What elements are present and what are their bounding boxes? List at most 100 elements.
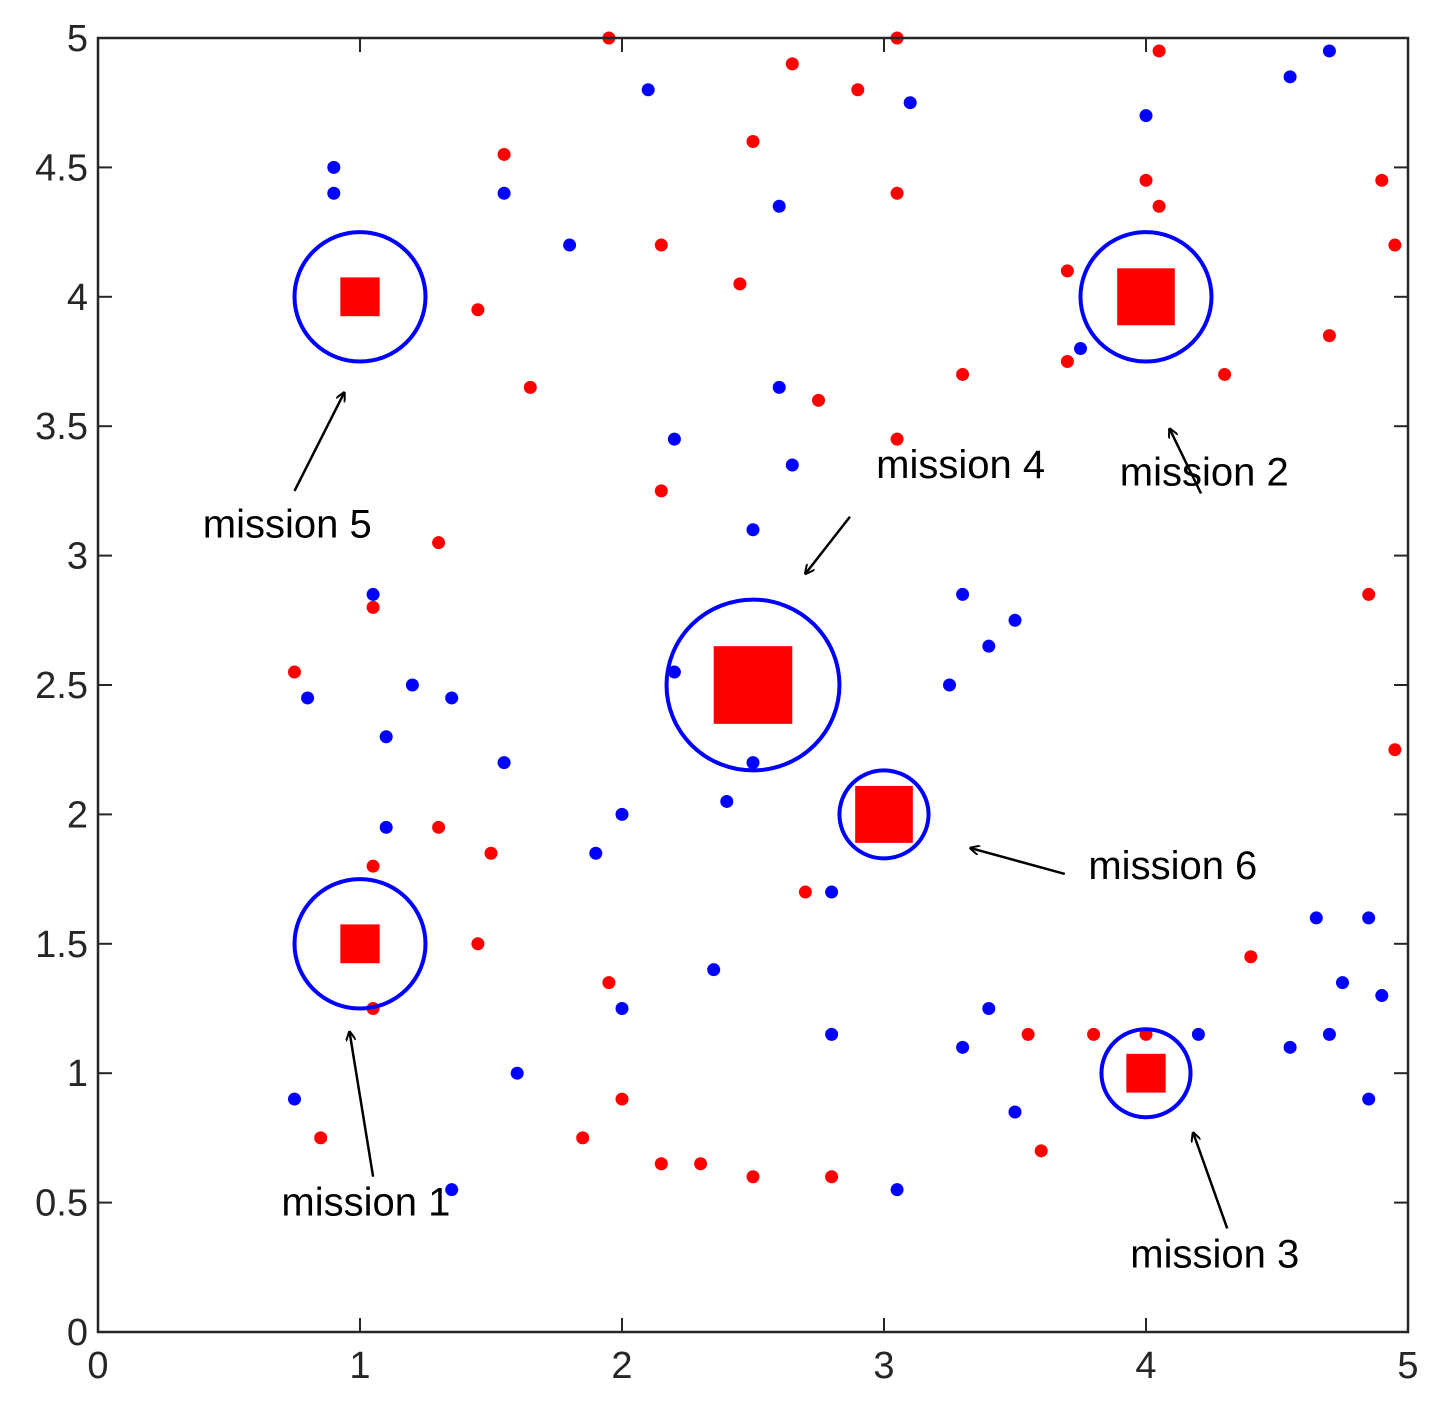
red-point-30 bbox=[484, 846, 498, 860]
blue-point-36 bbox=[1375, 989, 1389, 1003]
blue-point-18 bbox=[982, 639, 996, 653]
red-point-15 bbox=[471, 303, 485, 317]
red-point-34 bbox=[1244, 950, 1258, 964]
x-tick-label-3: 3 bbox=[873, 1345, 894, 1387]
blue-point-14 bbox=[746, 523, 760, 537]
red-point-18 bbox=[956, 367, 970, 381]
blue-point-21 bbox=[943, 678, 956, 692]
y-tick-label-6: 3 bbox=[67, 536, 88, 578]
blue-point-40 bbox=[1191, 1027, 1205, 1041]
points-layer bbox=[288, 31, 1402, 1197]
red-point-4 bbox=[851, 83, 865, 97]
blue-point-23 bbox=[445, 691, 459, 705]
red-point-24 bbox=[432, 536, 446, 550]
red-point-25 bbox=[1362, 587, 1376, 601]
mission-6-arrow bbox=[970, 848, 1066, 876]
blue-point-30 bbox=[589, 846, 603, 860]
blue-point-12 bbox=[667, 432, 681, 446]
blue-point-20 bbox=[405, 678, 419, 692]
blue-point-45 bbox=[288, 1092, 301, 1106]
blue-point-25 bbox=[497, 756, 511, 770]
red-point-28 bbox=[1388, 743, 1402, 757]
blue-point-29 bbox=[379, 820, 393, 834]
blue-point-3 bbox=[903, 96, 917, 110]
blue-point-22 bbox=[301, 691, 315, 705]
blue-point-38 bbox=[982, 1002, 996, 1015]
red-point-14 bbox=[733, 277, 747, 291]
blue-point-43 bbox=[1283, 1040, 1297, 1054]
blue-point-32 bbox=[1309, 911, 1323, 925]
red-point-41 bbox=[314, 1131, 328, 1145]
mission-2-square bbox=[1117, 268, 1175, 326]
mission-5-radius-circle bbox=[292, 230, 428, 364]
blue-point-27 bbox=[720, 794, 734, 808]
blue-point-15 bbox=[366, 587, 380, 601]
y-tick-label-9: 4.5 bbox=[35, 147, 88, 189]
mission-4-radius-circle bbox=[664, 597, 842, 773]
red-point-27 bbox=[288, 665, 301, 679]
blue-point-44 bbox=[510, 1066, 524, 1080]
blue-point-8 bbox=[772, 199, 786, 213]
red-point-3 bbox=[785, 57, 799, 71]
mission-2-label: mission 2 bbox=[1120, 451, 1289, 495]
blue-point-42 bbox=[956, 1040, 970, 1054]
mission-6-radius-circle bbox=[837, 768, 931, 861]
blue-point-9 bbox=[563, 238, 577, 252]
y-tick-label-0: 0 bbox=[67, 1312, 88, 1354]
blue-point-26 bbox=[746, 756, 760, 770]
red-point-40 bbox=[615, 1092, 629, 1106]
blue-point-17 bbox=[1008, 613, 1022, 627]
mission-4-label: mission 4 bbox=[876, 443, 1045, 487]
mission-3-label: mission 3 bbox=[1130, 1232, 1299, 1276]
x-tick-label-4: 4 bbox=[1135, 1345, 1156, 1387]
mission-3-arrow bbox=[1193, 1133, 1229, 1229]
mission-6-label: mission 6 bbox=[1088, 844, 1257, 888]
red-point-11 bbox=[654, 238, 668, 252]
y-tick-label-5: 2.5 bbox=[35, 665, 88, 707]
blue-point-16 bbox=[956, 587, 970, 601]
red-point-33 bbox=[471, 937, 485, 951]
blue-point-33 bbox=[1362, 911, 1376, 925]
mission-5-label: mission 5 bbox=[203, 502, 372, 546]
red-point-38 bbox=[1087, 1027, 1101, 1041]
x-tick-label-1: 1 bbox=[349, 1345, 370, 1387]
blue-point-41 bbox=[1322, 1027, 1336, 1041]
annotations-layer: mission 1 mission 2 mission 3 mission 4 miss… bbox=[203, 393, 1299, 1276]
blue-point-37 bbox=[615, 1002, 629, 1015]
red-point-21 bbox=[812, 393, 825, 407]
blue-point-5 bbox=[327, 160, 341, 174]
red-point-9 bbox=[1152, 199, 1166, 213]
blue-point-28 bbox=[615, 807, 629, 821]
red-point-17 bbox=[1060, 355, 1074, 368]
blue-point-39 bbox=[825, 1027, 839, 1041]
blue-point-19 bbox=[667, 665, 681, 679]
red-point-7 bbox=[1139, 173, 1153, 187]
red-point-12 bbox=[1388, 238, 1402, 252]
blue-point-11 bbox=[772, 380, 786, 394]
blue-point-4 bbox=[1139, 109, 1153, 123]
y-tick-label-4: 2 bbox=[67, 794, 88, 836]
y-tick-label-1: 0.5 bbox=[35, 1183, 88, 1225]
blue-point-1 bbox=[1283, 70, 1297, 84]
mission-3-radius-circle bbox=[1099, 1027, 1193, 1120]
mission-2-arrow bbox=[1170, 429, 1203, 495]
mission-5-arrow bbox=[293, 393, 345, 492]
y-tick-label-7: 3.5 bbox=[35, 406, 88, 448]
blue-point-13 bbox=[785, 458, 799, 472]
mission-5-square bbox=[340, 277, 380, 317]
x-tick-label-2: 2 bbox=[611, 1345, 632, 1387]
mission-1-arrow bbox=[350, 1032, 375, 1177]
x-tick-label-0: 0 bbox=[87, 1345, 108, 1387]
axes-layer: 0 1 2 3 4 5 0 0.5 1 1.5 2 2.5 3 3.5 4 4.5 5 bbox=[35, 18, 1418, 1387]
red-point-47 bbox=[825, 1170, 839, 1184]
red-point-16 bbox=[1322, 329, 1336, 343]
red-point-23 bbox=[654, 484, 668, 498]
red-point-13 bbox=[1060, 264, 1074, 278]
x-tick-label-5: 5 bbox=[1397, 1345, 1418, 1387]
blue-point-7 bbox=[497, 186, 511, 200]
blue-point-35 bbox=[1336, 976, 1349, 990]
y-tick-label-2: 1 bbox=[67, 1053, 88, 1095]
red-point-2 bbox=[1152, 44, 1166, 58]
mission-6-square bbox=[855, 785, 913, 843]
